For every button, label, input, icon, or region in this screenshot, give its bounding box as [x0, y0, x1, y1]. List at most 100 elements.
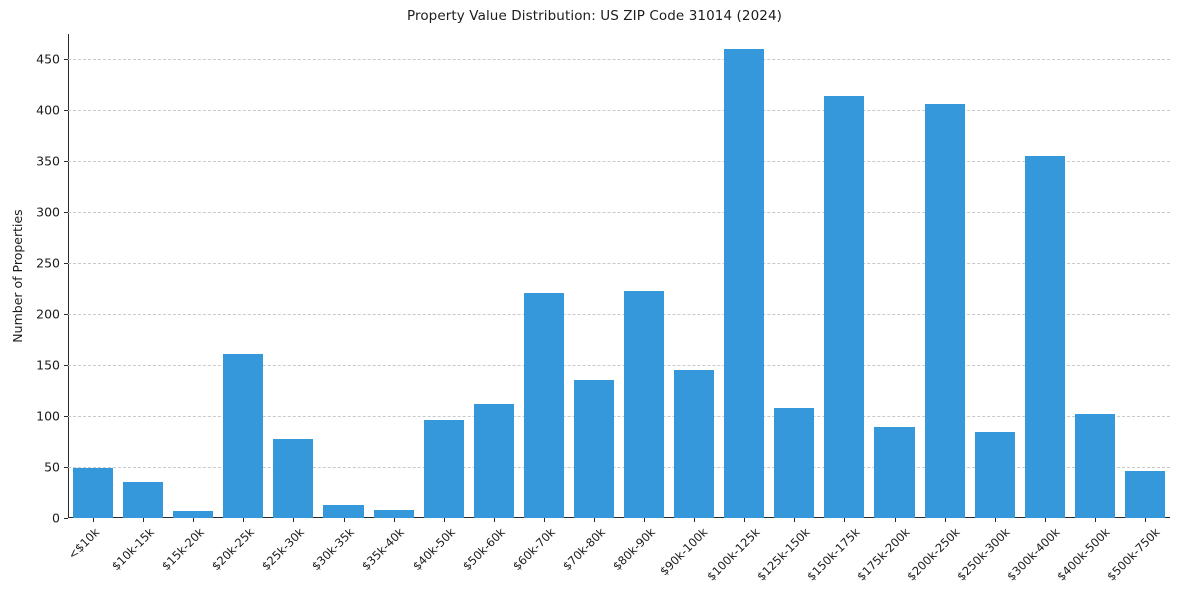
- bar-slot: [920, 34, 970, 518]
- y-tick-label: 200: [36, 306, 60, 322]
- y-tick-label: 250: [36, 255, 60, 271]
- x-tick-label: $90k-100k: [656, 525, 711, 579]
- y-tick-mark: [64, 212, 68, 214]
- x-tick-label: $15k-20k: [158, 525, 208, 574]
- bar[interactable]: [273, 438, 314, 518]
- bar-slot: [118, 34, 168, 518]
- bar[interactable]: [1074, 414, 1115, 518]
- x-tick-label: $300k-400k: [1004, 525, 1063, 584]
- gridline: [68, 59, 1170, 61]
- bar[interactable]: [1124, 471, 1165, 518]
- x-tick-label: $30k-35k: [309, 525, 358, 574]
- bar[interactable]: [724, 49, 765, 518]
- y-tick-label: 100: [36, 408, 60, 424]
- bar-slot: [519, 34, 569, 518]
- gridline: [68, 110, 1170, 112]
- x-tick-mark: [994, 518, 996, 522]
- bar[interactable]: [774, 407, 815, 518]
- bar-slot: [1070, 34, 1120, 518]
- y-tick-label: 300: [36, 204, 60, 220]
- x-tick-mark: [644, 518, 646, 522]
- gridline: [68, 314, 1170, 316]
- x-tick-label: $70k-80k: [559, 525, 608, 574]
- y-tick-mark: [64, 161, 68, 163]
- y-tick-mark: [64, 416, 68, 418]
- y-tick-label: 400: [36, 102, 60, 118]
- x-tick-mark: [493, 518, 495, 522]
- bar[interactable]: [523, 292, 564, 518]
- y-tick-mark: [64, 110, 68, 112]
- bar[interactable]: [223, 353, 264, 518]
- x-tick-label: $35k-40k: [359, 525, 408, 574]
- gridline: [68, 467, 1170, 469]
- bar[interactable]: [874, 427, 915, 518]
- bar[interactable]: [123, 482, 164, 518]
- x-tick-mark: [243, 518, 245, 522]
- y-tick-mark: [64, 518, 68, 519]
- bar[interactable]: [373, 509, 414, 518]
- x-tick-label: $250k-300k: [954, 525, 1013, 584]
- bar-slot: [719, 34, 769, 518]
- bar[interactable]: [573, 380, 614, 518]
- bar[interactable]: [473, 403, 514, 518]
- bar[interactable]: [974, 432, 1015, 518]
- x-tick-mark: [393, 518, 395, 522]
- gridline: [68, 365, 1170, 367]
- x-tick-label: $40k-50k: [409, 525, 458, 574]
- x-tick-mark: [343, 518, 345, 522]
- y-tick-label: 150: [36, 357, 60, 373]
- bar-slot: [970, 34, 1020, 518]
- gridline: [68, 212, 1170, 214]
- bar[interactable]: [423, 420, 464, 518]
- bar-slot: [669, 34, 719, 518]
- bar[interactable]: [624, 290, 665, 518]
- x-tick-mark: [1144, 518, 1146, 522]
- bar-slot: [318, 34, 368, 518]
- bar-slot: [268, 34, 318, 518]
- plot-area: 0 50 100 150 200 250 300 350 400 450 <$10k $10k-15…: [36, 34, 1170, 583]
- bar[interactable]: [674, 370, 715, 518]
- bar-series: [68, 34, 1170, 518]
- bar-slot: [168, 34, 218, 518]
- gridline: [68, 161, 1170, 163]
- x-tick-mark: [1044, 518, 1046, 522]
- x-tick-label: $10k-15k: [108, 525, 157, 574]
- bar[interactable]: [173, 510, 214, 518]
- y-tick-label: 350: [36, 153, 60, 169]
- gridline: [68, 263, 1170, 265]
- bar[interactable]: [73, 468, 114, 518]
- y-tick-mark: [64, 467, 68, 469]
- x-tick-label: $60k-70k: [509, 525, 558, 574]
- y-tick-label: 450: [36, 51, 60, 67]
- y-tick-mark: [64, 314, 68, 316]
- x-tick-mark: [894, 518, 896, 522]
- x-tick-label: $500k-750k: [1104, 525, 1164, 584]
- x-tick-mark: [143, 518, 145, 522]
- x-tick-label: $200k-250k: [904, 525, 963, 584]
- x-tick-mark: [794, 518, 796, 522]
- x-tick-mark: [93, 518, 95, 522]
- y-tick-label: 0: [52, 510, 60, 526]
- bar[interactable]: [323, 504, 364, 518]
- x-tick-mark: [193, 518, 195, 522]
- bar-slot: [469, 34, 519, 518]
- bar[interactable]: [824, 96, 865, 518]
- bar-slot: [769, 34, 819, 518]
- bar-slot: [869, 34, 919, 518]
- x-tick-label: $25k-30k: [259, 525, 308, 574]
- x-tick-mark: [593, 518, 595, 522]
- y-tick-mark: [64, 59, 68, 61]
- y-tick-label: 50: [44, 459, 60, 475]
- bar-slot: [419, 34, 469, 518]
- bar-slot: [569, 34, 619, 518]
- x-tick-label: $400k-500k: [1054, 525, 1113, 584]
- x-tick-mark: [293, 518, 295, 522]
- x-tick-label: $20k-25k: [209, 525, 258, 574]
- y-axis-label: Number of Properties: [10, 209, 25, 343]
- x-tick-mark: [543, 518, 545, 522]
- gridline: [68, 416, 1170, 418]
- bar-slot: [1120, 34, 1170, 518]
- bar[interactable]: [924, 104, 965, 518]
- bar[interactable]: [1024, 156, 1065, 518]
